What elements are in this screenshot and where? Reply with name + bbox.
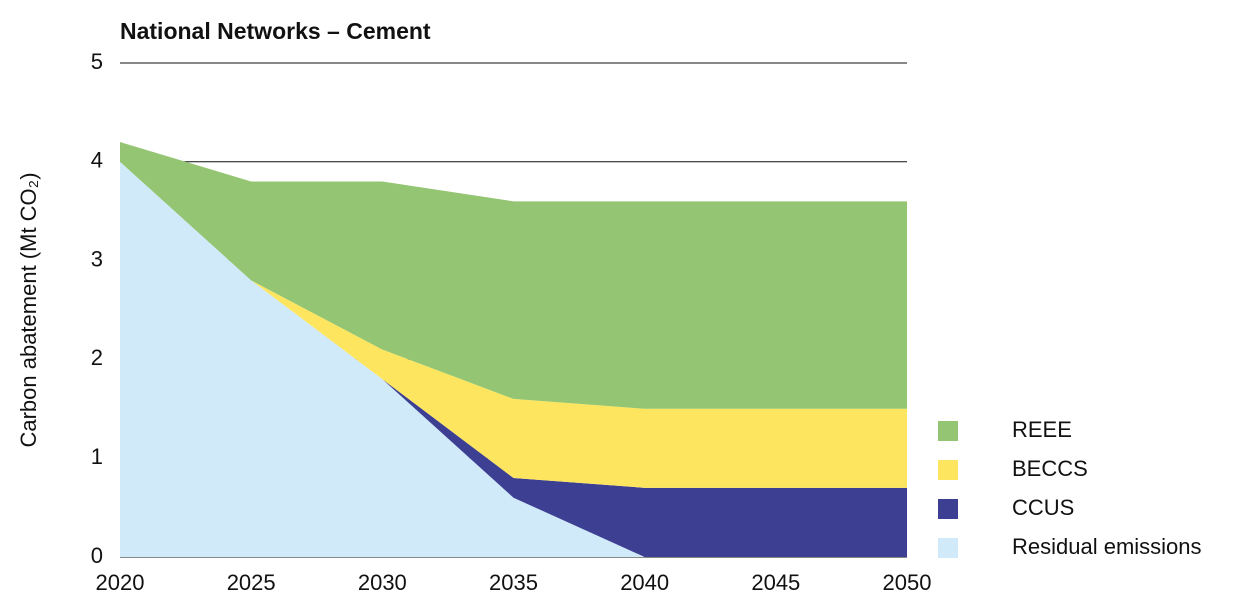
x-tick-label: 2050 [883, 570, 932, 595]
legend-label: BECCS [1012, 456, 1088, 481]
chart-title: National Networks – Cement [120, 18, 431, 44]
y-tick-label: 3 [91, 246, 103, 271]
legend-swatch [938, 460, 958, 480]
area [120, 161, 907, 488]
x-tick-label: 2045 [751, 570, 800, 595]
y-tick-label: 2 [91, 345, 103, 370]
y-tick-label: 5 [91, 49, 103, 74]
legend-label: REEE [1012, 417, 1072, 442]
y-tick-label: 1 [91, 444, 103, 469]
y-axis-label: Carbon abatement (Mt CO₂) [16, 172, 41, 447]
x-tick-label: 2035 [489, 570, 538, 595]
legend-swatch [938, 499, 958, 519]
area [120, 142, 907, 409]
x-tick-label: 2030 [358, 570, 407, 595]
y-tick-label: 0 [91, 543, 103, 568]
x-tick-label: 2040 [620, 570, 669, 595]
x-tick-label: 2020 [96, 570, 145, 595]
area [120, 161, 907, 558]
y-tick-label: 4 [91, 148, 103, 173]
area [120, 161, 907, 558]
legend-swatch [938, 538, 958, 558]
legend-label: CCUS [1012, 495, 1074, 520]
legend-swatch [938, 421, 958, 441]
legend-label: Residual emissions [1012, 534, 1202, 559]
x-tick-label: 2025 [227, 570, 276, 595]
